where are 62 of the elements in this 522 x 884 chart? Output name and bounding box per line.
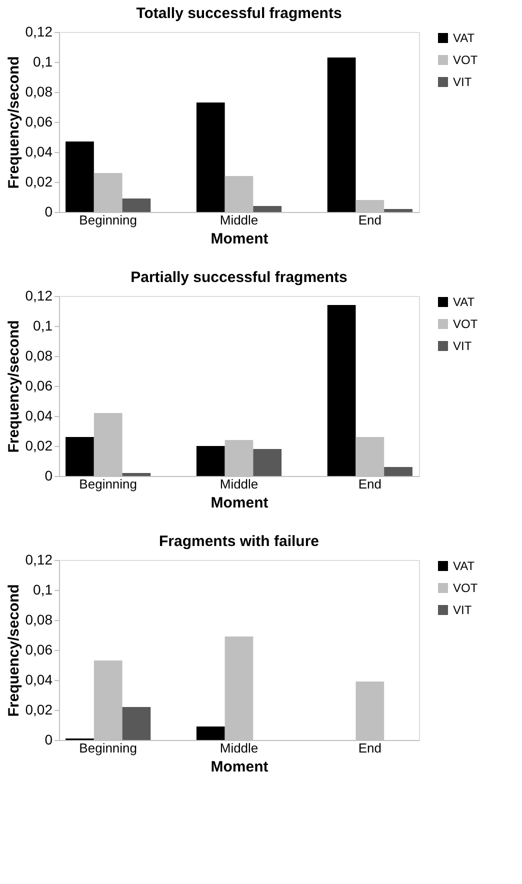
y-tick-label: 0,12	[25, 552, 53, 568]
bar	[253, 449, 282, 476]
chart-title: Totally successful fragments	[136, 5, 342, 22]
y-tick-label: 0,08	[25, 612, 53, 628]
y-axis-title: Frequency/second	[5, 320, 22, 453]
bar	[384, 209, 412, 212]
y-tick-label: 0,06	[25, 114, 53, 130]
x-tick-label: Middle	[220, 212, 258, 228]
y-tick-label: 0,02	[25, 438, 53, 454]
legend-label: VOT	[453, 317, 478, 331]
y-tick-label: 0,04	[25, 144, 53, 160]
chart-title: Partially successful fragments	[130, 269, 348, 286]
x-tick-label: Middle	[220, 740, 258, 756]
legend-label: VOT	[453, 53, 478, 67]
x-axis-title: Moment	[210, 230, 268, 248]
bar	[196, 446, 225, 476]
y-tick-label: 0,1	[33, 582, 53, 598]
y-tick-label: 0	[44, 204, 53, 220]
y-tick-label: 0,08	[25, 348, 53, 364]
bar	[384, 467, 412, 476]
legend-label: VOT	[453, 581, 478, 595]
x-tick-label: Middle	[220, 476, 258, 492]
legend-label: VIT	[453, 603, 472, 617]
y-axis-title: Frequency/second	[5, 584, 22, 717]
x-tick-label: Beginning	[79, 740, 138, 756]
bar	[196, 102, 225, 212]
y-tick-label: 0,06	[25, 378, 53, 394]
y-axis-title: Frequency/second	[5, 56, 22, 189]
y-tick-label: 0	[44, 732, 53, 748]
x-tick-label: Beginning	[79, 212, 138, 228]
y-tick-label: 0,04	[25, 408, 53, 424]
x-tick-label: Beginning	[79, 476, 138, 492]
y-tick-label: 0,1	[33, 318, 53, 334]
chart-title: Fragments with failure	[158, 533, 320, 550]
legend-label: VIT	[453, 75, 472, 89]
y-tick-label: 0	[44, 468, 53, 484]
x-tick-label: End	[358, 740, 382, 756]
x-tick-label: End	[358, 212, 382, 228]
bar	[327, 305, 356, 476]
bar	[122, 473, 151, 476]
legend-label: VAT	[453, 295, 476, 309]
x-tick-label: End	[358, 476, 382, 492]
y-tick-label: 0,02	[25, 702, 53, 718]
bar	[253, 206, 282, 212]
legend-label: VIT	[453, 339, 472, 353]
y-tick-label: 0,08	[25, 84, 53, 100]
y-tick-label: 0,1	[33, 54, 53, 70]
bar	[196, 726, 225, 740]
legend-label: VAT	[453, 31, 476, 45]
y-tick-label: 0,06	[25, 642, 53, 658]
y-tick-label: 0,12	[25, 24, 53, 40]
y-tick-label: 0,02	[25, 174, 53, 190]
bar	[66, 437, 94, 476]
legend-label: VAT	[453, 559, 476, 573]
x-axis-title: Moment	[210, 494, 268, 512]
bar	[66, 142, 94, 212]
bar	[122, 198, 151, 212]
bar	[327, 58, 356, 212]
bar	[122, 707, 151, 740]
y-tick-label: 0,04	[25, 672, 53, 688]
y-tick-label: 0,12	[25, 288, 53, 304]
x-axis-title: Moment	[210, 758, 268, 776]
